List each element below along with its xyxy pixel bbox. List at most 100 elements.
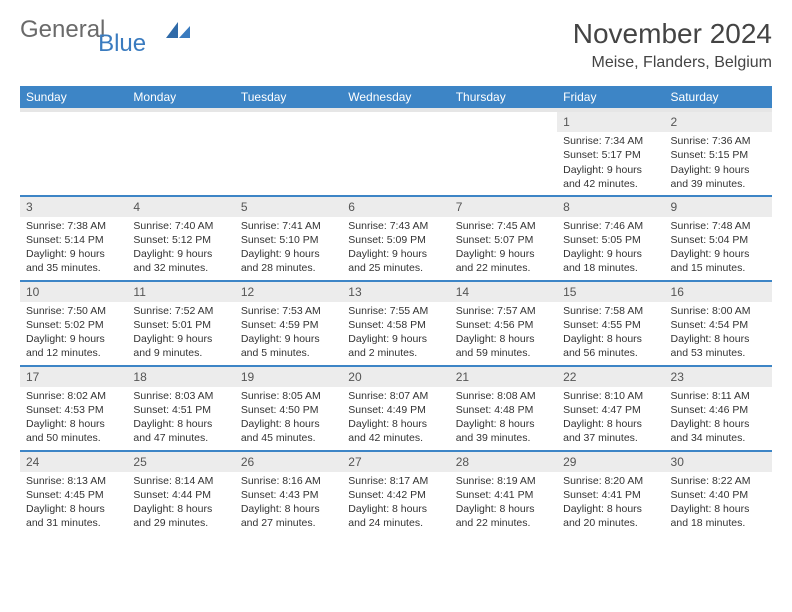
sunrise-line: Sunrise: 7:57 AM — [456, 304, 551, 318]
day-number: 18 — [127, 366, 234, 387]
calendar-cell: 15Sunrise: 7:58 AMSunset: 4:55 PMDayligh… — [557, 280, 664, 365]
day-number: 2 — [665, 112, 772, 132]
calendar-cell: 22Sunrise: 8:10 AMSunset: 4:47 PMDayligh… — [557, 365, 664, 450]
day-number: 17 — [20, 366, 127, 387]
sunrise-line: Sunrise: 8:16 AM — [241, 474, 336, 488]
sunset-line: Sunset: 5:14 PM — [26, 233, 121, 247]
day-body: Sunrise: 8:00 AMSunset: 4:54 PMDaylight:… — [665, 302, 772, 363]
day-number: 3 — [20, 196, 127, 217]
calendar-cell: 9Sunrise: 7:48 AMSunset: 5:04 PMDaylight… — [665, 195, 772, 280]
weekday-header: Sunday — [20, 86, 127, 110]
day-number: 30 — [665, 451, 772, 472]
title-block: November 2024 Meise, Flanders, Belgium — [573, 18, 772, 72]
day-body: Sunrise: 7:40 AMSunset: 5:12 PMDaylight:… — [127, 217, 234, 278]
calendar-cell: 19Sunrise: 8:05 AMSunset: 4:50 PMDayligh… — [235, 365, 342, 450]
day-number: 29 — [557, 451, 664, 472]
daylight-line: Daylight: 8 hours and 20 minutes. — [563, 502, 658, 530]
day-number: 9 — [665, 196, 772, 217]
day-body: Sunrise: 8:02 AMSunset: 4:53 PMDaylight:… — [20, 387, 127, 448]
sunrise-line: Sunrise: 8:10 AM — [563, 389, 658, 403]
day-body: Sunrise: 8:22 AMSunset: 4:40 PMDaylight:… — [665, 472, 772, 533]
sunrise-line: Sunrise: 7:48 AM — [671, 219, 766, 233]
sunrise-line: Sunrise: 8:11 AM — [671, 389, 766, 403]
logo-word-general: General — [20, 16, 105, 43]
sunrise-line: Sunrise: 8:08 AM — [456, 389, 551, 403]
day-number: 27 — [342, 451, 449, 472]
daylight-line: Daylight: 9 hours and 32 minutes. — [133, 247, 228, 275]
calendar-cell — [450, 110, 557, 195]
sunset-line: Sunset: 4:50 PM — [241, 403, 336, 417]
sunrise-line: Sunrise: 8:05 AM — [241, 389, 336, 403]
day-number: 12 — [235, 281, 342, 302]
daylight-line: Daylight: 8 hours and 29 minutes. — [133, 502, 228, 530]
weekday-header: Friday — [557, 86, 664, 110]
day-number: 24 — [20, 451, 127, 472]
daylight-line: Daylight: 8 hours and 22 minutes. — [456, 502, 551, 530]
day-body: Sunrise: 8:11 AMSunset: 4:46 PMDaylight:… — [665, 387, 772, 448]
daylight-line: Daylight: 8 hours and 24 minutes. — [348, 502, 443, 530]
weekday-header: Tuesday — [235, 86, 342, 110]
calendar-cell: 27Sunrise: 8:17 AMSunset: 4:42 PMDayligh… — [342, 450, 449, 535]
day-body: Sunrise: 8:17 AMSunset: 4:42 PMDaylight:… — [342, 472, 449, 533]
sunrise-line: Sunrise: 7:46 AM — [563, 219, 658, 233]
logo-sail-icon — [164, 20, 192, 40]
sunrise-line: Sunrise: 7:43 AM — [348, 219, 443, 233]
day-body: Sunrise: 7:41 AMSunset: 5:10 PMDaylight:… — [235, 217, 342, 278]
day-body: Sunrise: 7:45 AMSunset: 5:07 PMDaylight:… — [450, 217, 557, 278]
location-subtitle: Meise, Flanders, Belgium — [573, 54, 772, 72]
day-number-empty — [450, 112, 557, 132]
daylight-line: Daylight: 9 hours and 42 minutes. — [563, 163, 658, 191]
daylight-line: Daylight: 9 hours and 12 minutes. — [26, 332, 121, 360]
daylight-line: Daylight: 9 hours and 2 minutes. — [348, 332, 443, 360]
day-body: Sunrise: 8:08 AMSunset: 4:48 PMDaylight:… — [450, 387, 557, 448]
calendar-cell — [235, 110, 342, 195]
sunset-line: Sunset: 5:10 PM — [241, 233, 336, 247]
day-body: Sunrise: 8:10 AMSunset: 4:47 PMDaylight:… — [557, 387, 664, 448]
day-number: 25 — [127, 451, 234, 472]
day-number: 28 — [450, 451, 557, 472]
calendar-cell: 18Sunrise: 8:03 AMSunset: 4:51 PMDayligh… — [127, 365, 234, 450]
sunset-line: Sunset: 4:41 PM — [456, 488, 551, 502]
calendar-cell: 29Sunrise: 8:20 AMSunset: 4:41 PMDayligh… — [557, 450, 664, 535]
day-number: 14 — [450, 281, 557, 302]
day-body: Sunrise: 8:16 AMSunset: 4:43 PMDaylight:… — [235, 472, 342, 533]
day-number-empty — [20, 112, 127, 132]
day-body: Sunrise: 7:55 AMSunset: 4:58 PMDaylight:… — [342, 302, 449, 363]
daylight-line: Daylight: 8 hours and 53 minutes. — [671, 332, 766, 360]
calendar-cell: 20Sunrise: 8:07 AMSunset: 4:49 PMDayligh… — [342, 365, 449, 450]
day-number: 20 — [342, 366, 449, 387]
day-body: Sunrise: 7:36 AMSunset: 5:15 PMDaylight:… — [665, 132, 772, 193]
calendar-cell: 14Sunrise: 7:57 AMSunset: 4:56 PMDayligh… — [450, 280, 557, 365]
day-body: Sunrise: 7:43 AMSunset: 5:09 PMDaylight:… — [342, 217, 449, 278]
calendar-cell: 24Sunrise: 8:13 AMSunset: 4:45 PMDayligh… — [20, 450, 127, 535]
sunset-line: Sunset: 5:12 PM — [133, 233, 228, 247]
sunrise-line: Sunrise: 7:36 AM — [671, 134, 766, 148]
daylight-line: Daylight: 9 hours and 15 minutes. — [671, 247, 766, 275]
daylight-line: Daylight: 8 hours and 42 minutes. — [348, 417, 443, 445]
calendar-cell: 21Sunrise: 8:08 AMSunset: 4:48 PMDayligh… — [450, 365, 557, 450]
sunrise-line: Sunrise: 8:00 AM — [671, 304, 766, 318]
day-number-empty — [235, 112, 342, 132]
sunset-line: Sunset: 4:42 PM — [348, 488, 443, 502]
weekday-header: Saturday — [665, 86, 772, 110]
sunrise-line: Sunrise: 8:13 AM — [26, 474, 121, 488]
sunset-line: Sunset: 4:55 PM — [563, 318, 658, 332]
sunset-line: Sunset: 4:43 PM — [241, 488, 336, 502]
sunrise-line: Sunrise: 7:40 AM — [133, 219, 228, 233]
calendar-cell: 30Sunrise: 8:22 AMSunset: 4:40 PMDayligh… — [665, 450, 772, 535]
calendar-cell: 13Sunrise: 7:55 AMSunset: 4:58 PMDayligh… — [342, 280, 449, 365]
calendar-cell — [20, 110, 127, 195]
sunset-line: Sunset: 5:09 PM — [348, 233, 443, 247]
sunrise-line: Sunrise: 7:38 AM — [26, 219, 121, 233]
day-number: 15 — [557, 281, 664, 302]
day-number-empty — [127, 112, 234, 132]
calendar-cell: 6Sunrise: 7:43 AMSunset: 5:09 PMDaylight… — [342, 195, 449, 280]
day-body: Sunrise: 7:38 AMSunset: 5:14 PMDaylight:… — [20, 217, 127, 278]
calendar-cell: 23Sunrise: 8:11 AMSunset: 4:46 PMDayligh… — [665, 365, 772, 450]
calendar-cell: 8Sunrise: 7:46 AMSunset: 5:05 PMDaylight… — [557, 195, 664, 280]
day-body: Sunrise: 8:19 AMSunset: 4:41 PMDaylight:… — [450, 472, 557, 533]
sunset-line: Sunset: 4:44 PM — [133, 488, 228, 502]
day-number: 10 — [20, 281, 127, 302]
day-number: 6 — [342, 196, 449, 217]
sunset-line: Sunset: 4:46 PM — [671, 403, 766, 417]
